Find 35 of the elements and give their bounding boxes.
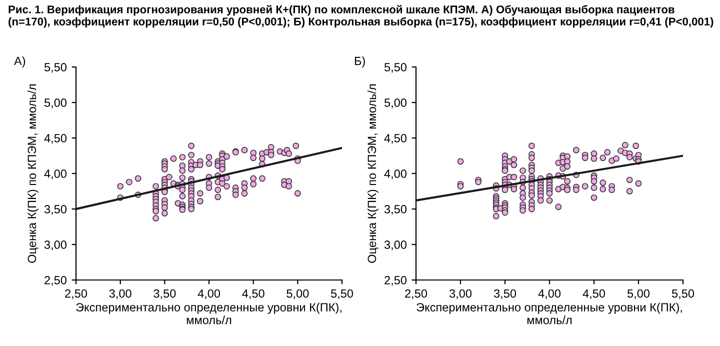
x-tick-label: 2,50	[405, 289, 428, 300]
y-tick-label: 4,50	[384, 134, 407, 144]
y-tick-label: 2,50	[44, 276, 67, 286]
y-tick-label: 3,50	[384, 205, 407, 215]
y-tick-label: 5,00	[384, 98, 407, 108]
text: Рис. 1. Верификация прогнозирования уровней К+(ПК) по комплексной шкале КПЭМ. А) Обучающая выборка пациентов (n=170), коэффициент корреляции r=0,50 (P<0,001); Б) Контрольная выборка (n=175), коэффициент корреляции r=0,41 (P<0,001)	[8, 5, 714, 28]
x-tick-label: 5,00	[627, 289, 650, 300]
y-tick-label: 2,50	[384, 276, 407, 286]
y-tick-label: 4,50	[44, 134, 67, 144]
x-tick-label: 3,50	[154, 289, 176, 300]
x-tick-label: 3,50	[494, 289, 516, 300]
x-tick-label: 4,00	[538, 289, 561, 300]
x-tick-label: 2,50	[65, 289, 88, 300]
y-tick-label: 4,00	[44, 170, 67, 180]
chart-title: Б)	[354, 56, 365, 68]
x-tick-label: 3,00	[109, 289, 132, 300]
y-tick-label: 5,50	[44, 63, 67, 73]
y-tick-label: 3,00	[44, 240, 67, 250]
x-tick-label: 5,50	[330, 289, 354, 300]
x-axis-title: Экспериментально определенные уровни К(ПК), ммоль/л	[76, 302, 342, 324]
x-tick-label: 5,50	[672, 289, 694, 300]
x-tick-label: 4,50	[582, 289, 606, 300]
y-tick-label: 5,00	[44, 98, 67, 108]
y-tick-label: 3,50	[44, 205, 67, 215]
x-axis-title: Экспериментально определенные уровни К(ПК), ммоль/л	[416, 302, 682, 324]
x-tick-label: 4,00	[198, 289, 220, 300]
y-tick-label: 5,50	[384, 63, 407, 73]
y-tick-label: 3,00	[384, 240, 407, 250]
x-tick-label: 5,00	[286, 289, 309, 300]
chart-title: А)	[14, 56, 26, 68]
x-tick-label: 4,50	[242, 289, 264, 300]
y-tick-label: 4,00	[384, 170, 407, 180]
y-axis-title: Оценка К(ПК) по КПЭМ, ммоль/л	[367, 84, 378, 263]
y-axis-title: Оценка К(ПК) по КПЭМ, ммоль/л	[27, 84, 38, 263]
x-tick-label: 3,00	[449, 289, 472, 300]
